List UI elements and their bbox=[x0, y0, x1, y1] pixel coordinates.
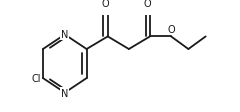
Text: Cl: Cl bbox=[31, 73, 41, 83]
Text: N: N bbox=[61, 30, 68, 40]
Text: O: O bbox=[144, 0, 151, 9]
Text: N: N bbox=[61, 88, 68, 98]
Text: O: O bbox=[102, 0, 109, 9]
Text: O: O bbox=[167, 24, 175, 34]
